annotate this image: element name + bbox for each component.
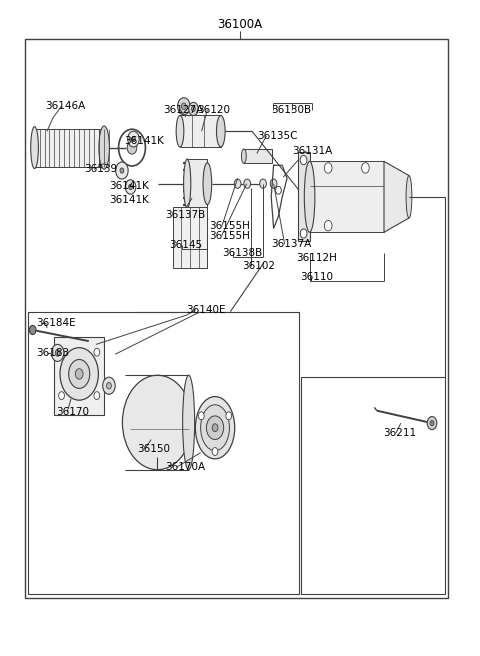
Polygon shape xyxy=(384,161,409,232)
Circle shape xyxy=(120,168,124,173)
Circle shape xyxy=(270,179,277,188)
Circle shape xyxy=(59,392,64,400)
Circle shape xyxy=(361,163,369,173)
Circle shape xyxy=(178,98,190,115)
Circle shape xyxy=(189,102,198,115)
Ellipse shape xyxy=(182,375,195,470)
Ellipse shape xyxy=(201,405,229,451)
Circle shape xyxy=(55,350,60,356)
Circle shape xyxy=(94,348,100,356)
Ellipse shape xyxy=(195,396,235,459)
Circle shape xyxy=(244,179,251,188)
Bar xyxy=(25,39,448,598)
Bar xyxy=(298,152,310,241)
Text: 36131A: 36131A xyxy=(292,146,332,156)
Bar xyxy=(35,129,104,167)
Circle shape xyxy=(181,103,186,110)
Text: 36120: 36120 xyxy=(197,104,230,115)
Text: 36102: 36102 xyxy=(242,260,275,271)
Circle shape xyxy=(103,377,115,394)
Text: 36110: 36110 xyxy=(300,272,333,282)
Text: 36130B: 36130B xyxy=(271,104,312,115)
Circle shape xyxy=(107,382,111,389)
Circle shape xyxy=(51,344,64,361)
Bar xyxy=(310,161,384,232)
Circle shape xyxy=(60,348,98,400)
Bar xyxy=(180,115,221,147)
Circle shape xyxy=(260,179,266,188)
Ellipse shape xyxy=(176,115,184,147)
Text: 36127A: 36127A xyxy=(163,104,204,115)
Circle shape xyxy=(116,162,128,179)
Circle shape xyxy=(300,155,307,165)
Circle shape xyxy=(234,179,241,188)
Text: 36140E: 36140E xyxy=(186,304,226,315)
Circle shape xyxy=(300,229,307,238)
Bar xyxy=(173,207,207,268)
Text: 36170A: 36170A xyxy=(166,462,206,472)
Circle shape xyxy=(206,416,224,440)
Text: 36145: 36145 xyxy=(169,239,202,250)
Bar xyxy=(301,377,445,594)
Text: 36137A: 36137A xyxy=(271,239,312,249)
Text: 36139: 36139 xyxy=(84,164,117,174)
Ellipse shape xyxy=(304,161,315,232)
Text: 36150: 36150 xyxy=(137,443,170,454)
Circle shape xyxy=(94,392,100,400)
Circle shape xyxy=(29,325,36,335)
Circle shape xyxy=(427,417,437,430)
Ellipse shape xyxy=(99,126,109,169)
Text: 36211: 36211 xyxy=(383,428,416,438)
Text: 36112H: 36112H xyxy=(297,253,337,263)
Ellipse shape xyxy=(31,127,38,169)
Bar xyxy=(244,149,272,163)
Text: 36155H: 36155H xyxy=(209,230,250,241)
Circle shape xyxy=(132,136,135,142)
Circle shape xyxy=(212,447,218,455)
Ellipse shape xyxy=(406,176,412,218)
Ellipse shape xyxy=(241,149,246,163)
Circle shape xyxy=(59,348,64,356)
Circle shape xyxy=(198,412,204,420)
Bar xyxy=(54,337,104,415)
Circle shape xyxy=(127,141,137,154)
Text: 36100A: 36100A xyxy=(217,18,263,31)
Text: 36146A: 36146A xyxy=(46,101,86,112)
Circle shape xyxy=(128,131,139,147)
Ellipse shape xyxy=(216,115,225,147)
Circle shape xyxy=(212,424,218,432)
Bar xyxy=(28,312,299,594)
Text: 36141K: 36141K xyxy=(109,195,149,205)
Circle shape xyxy=(324,163,332,173)
Ellipse shape xyxy=(203,163,212,205)
Text: 36141K: 36141K xyxy=(124,136,164,146)
Circle shape xyxy=(129,184,132,190)
Circle shape xyxy=(75,369,83,379)
Ellipse shape xyxy=(184,159,191,209)
Text: 36141K: 36141K xyxy=(109,180,149,191)
Bar xyxy=(187,159,207,209)
Text: 36135C: 36135C xyxy=(257,131,297,141)
Text: 36183: 36183 xyxy=(36,348,69,358)
Ellipse shape xyxy=(122,375,192,470)
Circle shape xyxy=(192,106,195,112)
Text: 36137B: 36137B xyxy=(166,210,206,220)
Text: 36170: 36170 xyxy=(57,407,90,417)
Text: 36138B: 36138B xyxy=(222,248,262,258)
Text: 36155H: 36155H xyxy=(209,221,250,232)
Circle shape xyxy=(69,359,90,388)
Circle shape xyxy=(276,186,281,194)
Circle shape xyxy=(324,220,332,231)
Circle shape xyxy=(125,180,136,194)
Circle shape xyxy=(226,412,232,420)
Circle shape xyxy=(430,420,434,426)
Text: 36184E: 36184E xyxy=(36,318,76,329)
